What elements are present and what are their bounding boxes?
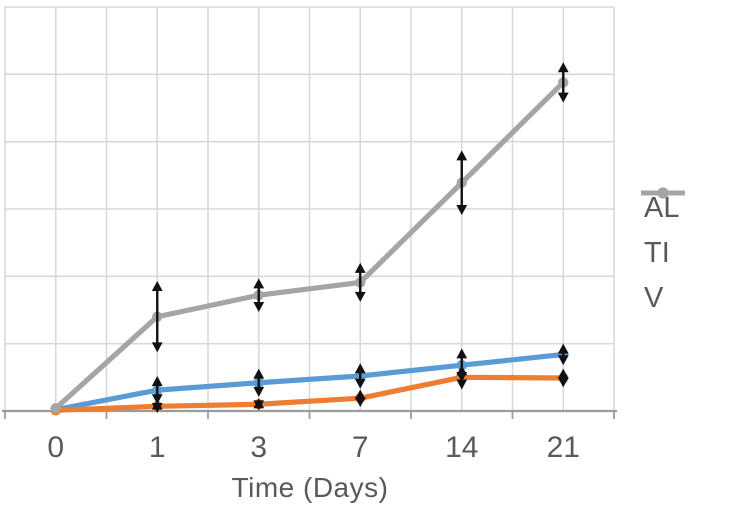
x-axis-title: Time (Days): [231, 472, 389, 503]
legend-label: TI: [644, 237, 670, 269]
error-bar-arrow-up: [557, 343, 569, 354]
legend: AL TI V: [640, 186, 685, 321]
error-bar-arrow-up: [456, 348, 468, 359]
error-bar-arrow-up: [253, 368, 265, 379]
error-bar-arrow-down: [354, 396, 366, 407]
error-bar-arrow-down: [456, 379, 468, 390]
x-tick-label: 14: [445, 431, 478, 464]
series-line-AL: [53, 351, 566, 413]
error-bar-arrow-up: [557, 368, 569, 379]
error-bar-arrow-down: [557, 92, 569, 103]
series-line-V: [53, 79, 566, 411]
error-bar-arrow-down: [354, 291, 366, 302]
error-bar-arrow-up: [456, 365, 468, 376]
legend-item-TI: TI: [640, 187, 685, 276]
error-bar-arrow-down: [253, 400, 265, 411]
x-tick-label: 21: [547, 431, 580, 464]
series-line-TI: [53, 374, 566, 413]
error-bar-arrow-up: [253, 278, 265, 289]
error-bar-arrow-up: [151, 281, 163, 292]
error-bar-arrow-up: [354, 389, 366, 400]
error-bar-arrow-up: [354, 262, 366, 273]
legend-swatch-icon: [641, 187, 685, 199]
error-bar-arrow-down: [151, 394, 163, 405]
x-tick-label: 7: [352, 431, 369, 464]
error-bar-arrow-down: [557, 355, 569, 366]
x-tick-label: 3: [250, 431, 267, 464]
legend-label: V: [644, 282, 664, 314]
error-bar-arrow-down: [253, 386, 265, 397]
error-bar-arrow-up: [354, 363, 366, 374]
x-tick-label: 1: [149, 431, 166, 464]
error-bar-arrow-up: [456, 150, 468, 161]
error-bar-arrow-up: [557, 62, 569, 73]
x-tick-label: 0: [47, 431, 64, 464]
error-bar-arrow-down: [253, 302, 265, 313]
error-bar-arrow-down: [557, 377, 569, 388]
error-bar-arrow-down: [354, 378, 366, 389]
error-bar-arrow-up: [151, 375, 163, 386]
error-bar-arrow-down: [151, 403, 163, 414]
error-bar-arrow-down: [151, 342, 163, 353]
legend-item-V: V: [640, 187, 685, 321]
data-point-marker-V: [50, 403, 61, 414]
error-bar-arrow-down: [456, 205, 468, 216]
